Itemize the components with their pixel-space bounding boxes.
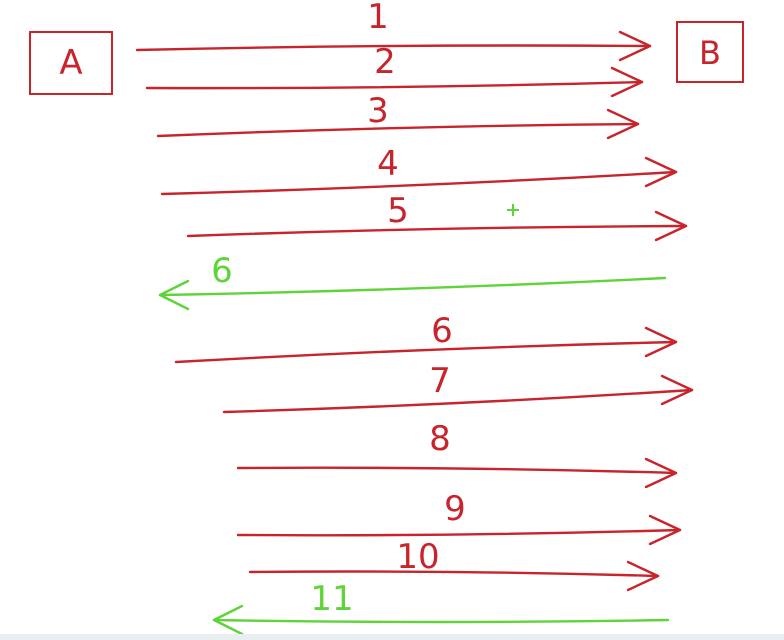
arrow-shaft [236, 466, 678, 475]
arrow-head [648, 514, 682, 546]
arrow-shaft [156, 122, 640, 138]
node-a: A [29, 31, 113, 95]
arrow-label: 11 [310, 579, 353, 619]
arrow-head [654, 210, 688, 242]
arrow-shaft [212, 618, 670, 624]
arrow-shaft [186, 224, 688, 238]
arrow-label: 6 [211, 251, 233, 291]
arrow-4: 4 [160, 144, 678, 196]
arrow-5: 5 [186, 191, 688, 242]
bottom-divider [0, 634, 784, 640]
arrow-shaft [222, 388, 694, 414]
arrow-11: 10 [248, 537, 660, 592]
arrow-label: 9 [444, 489, 466, 529]
arrow-head [606, 108, 640, 140]
arrow-shaft [135, 44, 652, 52]
arrow-shaft [236, 528, 682, 537]
arrow-head [618, 30, 652, 62]
arrow-head [610, 66, 644, 98]
arrow-shaft [145, 80, 644, 90]
arrow-head [158, 279, 190, 311]
arrow-7: 6 [174, 311, 678, 364]
arrow-head [626, 560, 660, 592]
arrow-12: 11 [212, 579, 670, 636]
arrow-label: 5 [387, 191, 409, 231]
node-a-label: A [59, 43, 82, 83]
arrow-10: 9 [236, 489, 682, 546]
node-b-label: B [699, 34, 721, 72]
arrow-shaft [174, 340, 678, 364]
node-a-box [29, 31, 113, 95]
arrow-head [212, 604, 244, 636]
arrow-shaft [248, 570, 660, 578]
node-b-box [676, 21, 744, 83]
arrow-2: 2 [145, 42, 644, 98]
arrow-6: 6 [158, 251, 667, 311]
arrow-label: 8 [429, 419, 451, 459]
arrow-head [660, 374, 694, 406]
node-b: B [676, 21, 744, 83]
crosshair-cursor-icon [507, 204, 519, 216]
arrow-label: 1 [367, 0, 389, 37]
arrow-head [644, 156, 678, 188]
arrows-layer: 1 2 3 4 5 6 6 7 8 910 11 [135, 0, 694, 636]
arrow-9: 8 [236, 419, 678, 489]
arrow-shaft [158, 276, 667, 297]
arrow-label: 2 [374, 42, 396, 82]
arrow-shaft [160, 170, 678, 196]
arrow-8: 7 [222, 361, 694, 414]
arrow-head [644, 457, 678, 489]
arrow-1: 1 [135, 0, 652, 62]
arrow-label: 4 [377, 144, 399, 184]
arrow-label: 10 [396, 537, 439, 577]
arrow-label: 3 [367, 91, 389, 131]
arrow-3: 3 [156, 91, 640, 140]
arrow-label: 7 [429, 361, 451, 401]
arrow-head [644, 326, 678, 358]
arrow-label: 6 [431, 311, 453, 351]
